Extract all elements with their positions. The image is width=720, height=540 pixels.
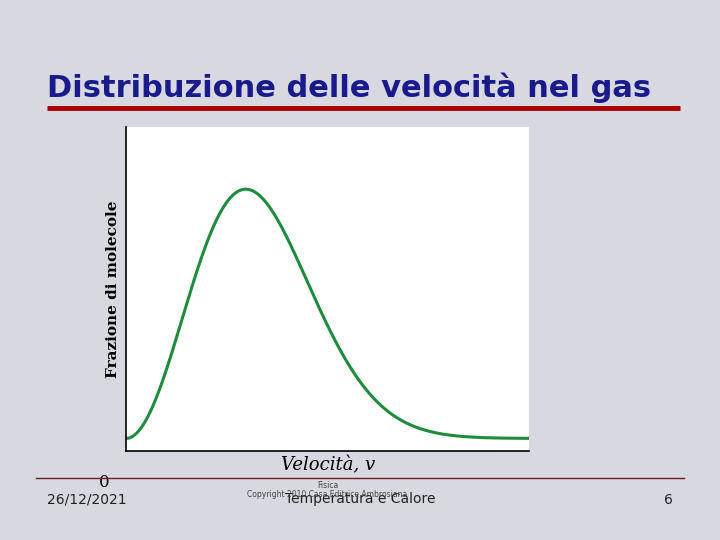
Text: 26/12/2021: 26/12/2021	[47, 492, 127, 507]
Text: Copyright 2010 Casa Editrice Ambrosiana: Copyright 2010 Casa Editrice Ambrosiana	[248, 490, 408, 499]
Text: Fisica: Fisica	[317, 481, 338, 490]
Y-axis label: Frazione di molecole: Frazione di molecole	[107, 200, 120, 377]
Text: Distribuzione delle velocità nel gas: Distribuzione delle velocità nel gas	[47, 73, 651, 103]
Text: 6: 6	[665, 492, 673, 507]
Text: Temperatura e Calore: Temperatura e Calore	[284, 492, 436, 507]
X-axis label: Velocità, v: Velocità, v	[281, 456, 374, 475]
Text: 0: 0	[99, 474, 110, 490]
